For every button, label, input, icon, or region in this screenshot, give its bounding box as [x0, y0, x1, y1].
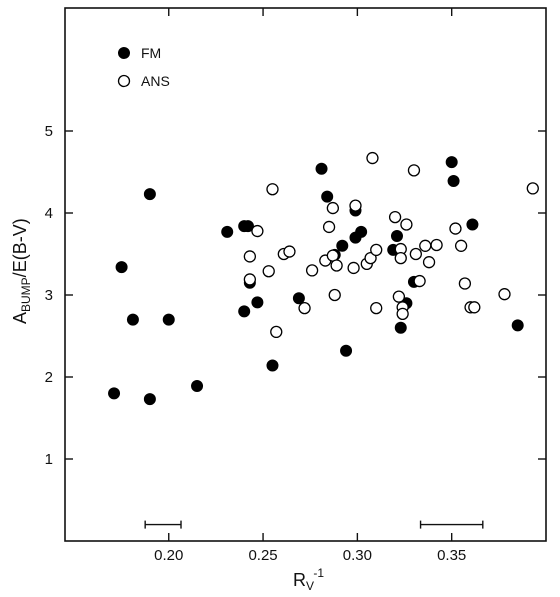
data-point-ans: [392, 290, 406, 303]
data-point-ans: [409, 247, 422, 261]
plot-frame: [64, 7, 547, 542]
data-point-fm: [336, 239, 349, 252]
data-point-fm: [143, 188, 156, 201]
data-point-fm: [241, 220, 254, 233]
error-bars: [144, 520, 484, 529]
data-point-ans: [266, 183, 279, 196]
data-point-fm: [126, 313, 139, 326]
data-point-fm: [315, 162, 328, 175]
data-point-ans: [394, 251, 407, 265]
data-point-ans: [262, 265, 275, 278]
data-point-fm: [108, 387, 121, 400]
y-tick-label: 5: [45, 123, 53, 140]
data-point-ans: [454, 239, 468, 252]
data-point-fm: [115, 261, 128, 274]
data-point-ans: [370, 301, 383, 315]
data-point-ans: [326, 201, 340, 215]
data-point-ans: [413, 274, 426, 288]
data-point-ans: [498, 288, 511, 301]
data-point-ans: [364, 251, 377, 265]
legend-label-ans: ANS: [141, 73, 170, 89]
x-tick-label: 0.20: [154, 547, 183, 564]
data-point-ans: [270, 325, 283, 339]
data-point-ans: [328, 288, 341, 302]
y-tick-label: 3: [45, 287, 53, 304]
data-point-fm: [340, 344, 353, 357]
data-point-fm: [162, 313, 175, 326]
data-point-ans: [370, 243, 383, 257]
data-point-ans: [305, 264, 319, 277]
data-point-fm: [292, 292, 305, 305]
y-axis-label: ABUMP/E(B-V): [10, 218, 33, 324]
data-point-ans: [330, 259, 343, 272]
data-point-ans: [251, 224, 264, 238]
y-tick-label: 2: [45, 369, 53, 386]
x-tick-label: 0.35: [437, 547, 466, 564]
data-point-ans: [419, 239, 432, 252]
data-point-ans: [468, 301, 481, 314]
data-point-ans: [458, 277, 472, 290]
data-point-ans: [347, 261, 360, 275]
data-point-fm: [251, 296, 264, 309]
data-point-fm: [447, 175, 460, 188]
legend-marker-ans: [117, 74, 131, 88]
data-point-ans: [396, 307, 409, 321]
data-point-fm: [355, 225, 368, 238]
data-point-ans: [243, 273, 257, 286]
data-point-fm: [445, 156, 458, 169]
data-point-ans: [449, 222, 462, 235]
data-point-ans: [400, 218, 413, 231]
y-tick-label: 4: [45, 205, 53, 222]
data-point-fm: [238, 305, 251, 318]
data-point-fm: [466, 218, 479, 231]
axis-ticks: 0.20 0.25 0.30 0.35 1 2 3 4 5: [45, 8, 546, 564]
legend-marker-fm: [118, 47, 130, 59]
data-point-ans: [388, 210, 402, 224]
legend-label-fm: FM: [141, 45, 161, 61]
data-point-fm: [266, 359, 279, 372]
data-point-fm: [511, 319, 524, 332]
data-point-fm: [191, 380, 204, 393]
x-tick-label: 0.30: [343, 547, 372, 564]
y-tick-label: 1: [45, 451, 53, 468]
data-point-fm: [321, 190, 334, 203]
data-point-fm: [394, 321, 407, 334]
x-axis-label: RV-1: [293, 566, 324, 593]
data-point-ans: [366, 151, 379, 165]
data-point-ans: [322, 220, 336, 234]
data-point-fm: [221, 225, 234, 238]
data-point-ans: [243, 250, 257, 263]
data-point-ans: [526, 182, 539, 195]
data-point-ans: [407, 164, 421, 177]
x-tick-label: 0.25: [248, 547, 277, 564]
data-point-ans: [349, 199, 362, 212]
data-point-ans: [430, 238, 443, 252]
data-point-ans: [298, 301, 311, 315]
data-point-fm: [143, 393, 156, 406]
data-point-fm: [390, 229, 403, 242]
data-points: [108, 151, 539, 406]
legend: FM ANS: [117, 45, 170, 89]
data-point-ans: [422, 256, 436, 269]
data-point-ans: [283, 245, 296, 258]
